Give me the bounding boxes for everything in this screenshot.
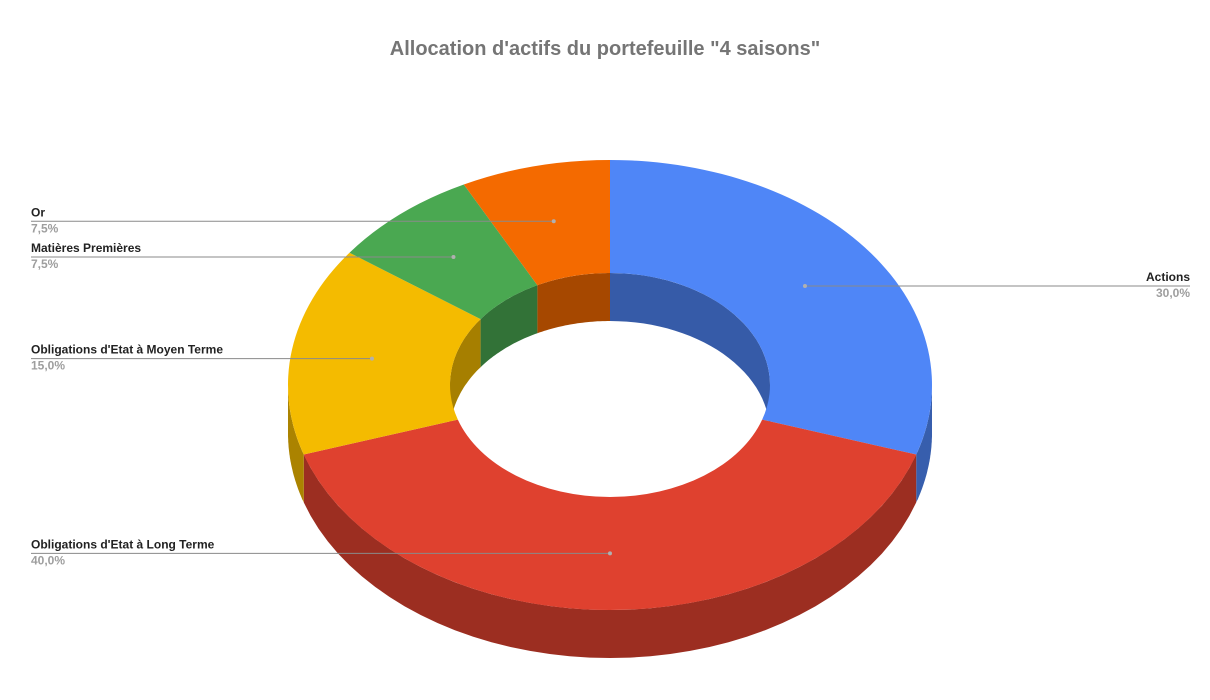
chart-title: Allocation d'actifs du portefeuille "4 s… (389, 38, 821, 60)
label-value-matieres-premieres: 7,5% (31, 257, 59, 271)
inner-side-or (537, 273, 610, 334)
label-value-obligations-d-etat-a-moyen-terme: 15,0% (31, 359, 65, 373)
leader-dot-matieres-premieres (451, 254, 456, 259)
outer-side-actions (916, 385, 932, 503)
slice-obligations-d-etat-a-moyen-terme (288, 252, 481, 455)
leader-dot-obligations-d-etat-a-long-terme (608, 551, 612, 556)
slice-actions (610, 160, 932, 455)
slice-matieres-premieres (349, 184, 538, 320)
label-name-actions: Actions (1146, 270, 1190, 284)
leader-dot-actions (802, 284, 807, 289)
label-name-obligations-d-etat-a-moyen-terme: Obligations d'Etat à Moyen Terme (31, 343, 223, 357)
label-name-or: Or (31, 205, 45, 219)
outer-side-obligations-d-etat-a-long-terme (303, 454, 917, 658)
inner-side-actions (610, 273, 770, 433)
label-value-obligations-d-etat-a-long-terme: 40,0% (31, 553, 65, 567)
inner-side-matieres-premieres (480, 285, 538, 368)
label-name-matieres-premieres: Matières Premières (31, 241, 141, 255)
donut-labels: Actions 30,0% Obligations d'Etat à Long Te… (31, 205, 1190, 567)
label-value-actions: 30,0% (1156, 286, 1190, 300)
inner-side-obligations-d-etat-a-moyen-terme (450, 319, 481, 433)
label-name-obligations-d-etat-a-long-terme: Obligations d'Etat à Long Terme (31, 537, 215, 551)
label-value-or: 7,5% (31, 221, 59, 235)
donut-top-faces (288, 160, 932, 610)
donut-inner-sides (450, 273, 770, 433)
donut-outer-sides (288, 385, 932, 658)
outer-side-obligations-d-etat-a-moyen-terme (288, 385, 304, 503)
leader-dot-obligations-d-etat-a-moyen-terme (369, 356, 374, 361)
slice-or (463, 160, 610, 286)
leader-dot-or (551, 219, 556, 224)
slice-obligations-d-etat-a-long-terme (303, 419, 917, 610)
